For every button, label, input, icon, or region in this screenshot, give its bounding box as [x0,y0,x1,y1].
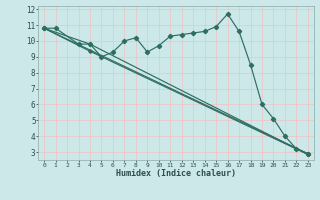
X-axis label: Humidex (Indice chaleur): Humidex (Indice chaleur) [116,169,236,178]
